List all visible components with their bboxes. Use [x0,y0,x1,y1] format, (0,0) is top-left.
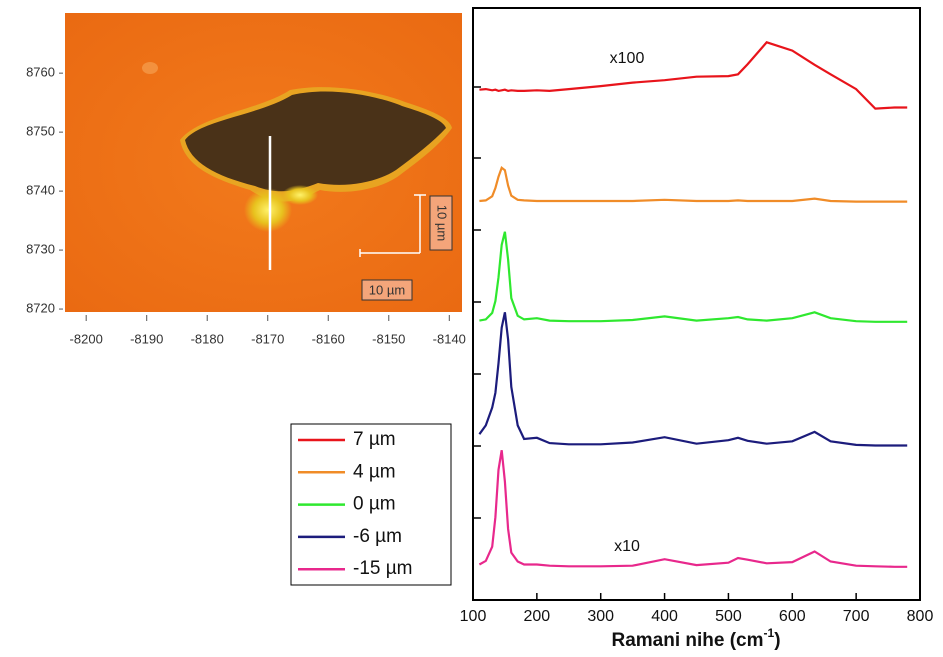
image-spot [142,62,158,74]
y-ticks-unlabelled [473,87,481,518]
scale-label: 10 µm [369,282,405,297]
x-axis-label-sup: -1 [764,626,775,640]
annotation: x100 [610,50,645,67]
legend-label: -6 µm [353,526,402,547]
x-tick-label: 400 [651,608,678,625]
micrograph: 10 µm 10 µm [65,13,462,312]
image-bright-spot [282,185,318,205]
legend-label: -15 µm [353,558,413,579]
x-tick-label: 600 [779,608,806,625]
x-tick-label: 200 [524,608,551,625]
x-axis-label: Ramani nihe (cm-1) [611,626,780,651]
x-tick-label: -8200 [70,331,103,346]
x-axis-label-text: ) [774,630,780,651]
x-tick-label: 300 [587,608,614,625]
x-tick-label: -8170 [251,331,284,346]
x-tick-label: -8150 [372,331,405,346]
figure: 10 µm 10 µm Ramani nihe (cm-1) -8200 -819… [0,0,943,657]
x-tick-label: 500 [715,608,742,625]
y-tick-label: 8750 [26,124,55,139]
legend-label: 0 µm [353,494,396,515]
x-tick-label: 700 [843,608,870,625]
legend-label: 4 µm [353,461,396,482]
x-tick-label: -8190 [130,331,163,346]
legend-label: 7 µm [353,429,396,450]
spectrum-line [479,232,907,322]
spectrum-line [479,312,907,445]
y-tick-label: 8720 [26,300,55,315]
x-tick-label: -8180 [191,331,224,346]
annotation: x10 [614,538,640,555]
x-axis-label-text: Ramani nihe (cm [611,630,763,651]
spectrum-line [479,168,907,202]
x-tick-label: -8160 [312,331,345,346]
y-tick-label: 8730 [26,242,55,257]
x-tick-label: -8140 [433,331,466,346]
x-tick-label: 100 [460,608,487,625]
y-tick-label: 8760 [26,65,55,80]
plot-frame [473,8,920,600]
scale-label: 10 µm [435,205,450,241]
x-tick-label: 800 [907,608,934,625]
spectrum-line [479,42,907,108]
y-tick-label: 8740 [26,183,55,198]
spectrum-line [479,450,907,567]
